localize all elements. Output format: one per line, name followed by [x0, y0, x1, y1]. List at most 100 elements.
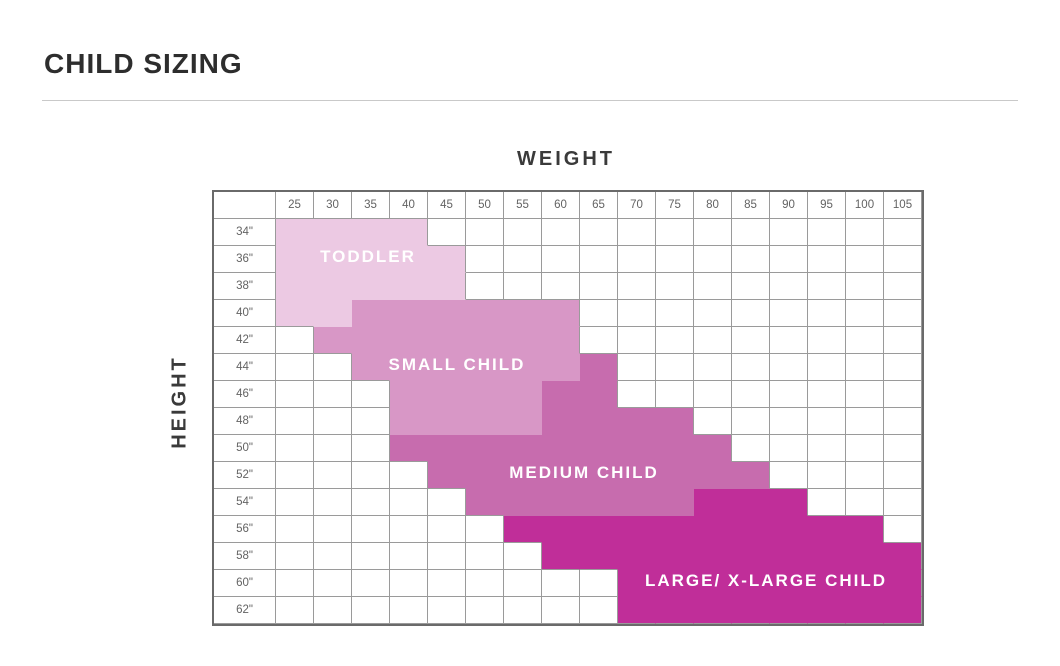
grid-cell	[884, 273, 922, 300]
grid-cell	[352, 489, 390, 516]
grid-cell	[352, 462, 390, 489]
grid-cell	[352, 300, 390, 327]
grid-cell	[808, 300, 846, 327]
grid-cell	[542, 489, 580, 516]
weight-tick-cell: 95	[808, 192, 846, 219]
grid-cell	[846, 354, 884, 381]
grid-cell	[694, 246, 732, 273]
grid-cell	[808, 354, 846, 381]
grid-cell	[656, 219, 694, 246]
grid-cell	[884, 300, 922, 327]
grid-cell	[428, 516, 466, 543]
grid-cell	[352, 516, 390, 543]
grid-cell	[390, 543, 428, 570]
grid-cell	[884, 543, 922, 570]
weight-tick-cell: 90	[770, 192, 808, 219]
height-tick-cell: 48"	[214, 408, 276, 435]
grid-cell	[694, 462, 732, 489]
grid-cell	[504, 570, 542, 597]
grid-cell	[770, 435, 808, 462]
grid-cell	[618, 219, 656, 246]
grid-cell	[694, 489, 732, 516]
grid-cell	[276, 219, 314, 246]
grid-cell	[542, 570, 580, 597]
grid-cell	[390, 408, 428, 435]
grid-cell	[580, 300, 618, 327]
grid-cell	[846, 408, 884, 435]
grid-cell	[808, 570, 846, 597]
grid-cell	[618, 462, 656, 489]
grid-cell	[770, 597, 808, 624]
grid-cell	[466, 219, 504, 246]
grid-cell	[504, 300, 542, 327]
grid-cell	[314, 516, 352, 543]
grid-cell	[276, 273, 314, 300]
grid-cell	[466, 273, 504, 300]
grid-cell	[314, 597, 352, 624]
title-divider	[42, 100, 1018, 101]
grid-cell	[618, 489, 656, 516]
grid-cell	[846, 246, 884, 273]
grid-cell	[808, 597, 846, 624]
grid-cell	[808, 327, 846, 354]
grid-cell	[580, 219, 618, 246]
grid-cell	[846, 570, 884, 597]
grid-cell	[466, 381, 504, 408]
grid-cell	[618, 570, 656, 597]
grid-cell	[770, 219, 808, 246]
grid-cell	[618, 246, 656, 273]
grid-cell	[276, 489, 314, 516]
grid-cell	[276, 327, 314, 354]
grid-cell	[276, 408, 314, 435]
height-tick-cell: 38"	[214, 273, 276, 300]
grid-cell	[770, 489, 808, 516]
grid-cell	[314, 273, 352, 300]
grid-cell	[466, 462, 504, 489]
weight-tick-cell: 85	[732, 192, 770, 219]
grid-cell	[428, 570, 466, 597]
weight-tick-cell: 70	[618, 192, 656, 219]
grid-cell	[390, 354, 428, 381]
grid-cell	[428, 219, 466, 246]
grid-cell	[428, 354, 466, 381]
height-tick-cell: 44"	[214, 354, 276, 381]
height-tick-cell: 54"	[214, 489, 276, 516]
grid-cell	[808, 408, 846, 435]
grid-cell	[276, 570, 314, 597]
grid-cell	[390, 516, 428, 543]
grid-cell	[580, 273, 618, 300]
grid-cell	[580, 354, 618, 381]
grid-cell	[428, 489, 466, 516]
grid-cell	[846, 489, 884, 516]
grid-cell	[694, 300, 732, 327]
grid-cell	[770, 273, 808, 300]
grid-cell	[580, 408, 618, 435]
grid-cell	[542, 300, 580, 327]
grid-cell	[884, 354, 922, 381]
grid-cell	[276, 543, 314, 570]
grid-cell	[846, 435, 884, 462]
grid-cell	[276, 381, 314, 408]
grid-cell	[504, 516, 542, 543]
grid-cell	[846, 462, 884, 489]
grid-cell	[808, 462, 846, 489]
grid-cell	[694, 435, 732, 462]
grid-cell	[884, 489, 922, 516]
grid-cell	[428, 300, 466, 327]
grid-cell	[352, 597, 390, 624]
grid-cell	[580, 381, 618, 408]
grid-cell	[732, 246, 770, 273]
grid-cell	[428, 327, 466, 354]
grid-cell	[390, 570, 428, 597]
grid-cell	[770, 543, 808, 570]
grid-cell	[314, 543, 352, 570]
weight-tick-cell: 40	[390, 192, 428, 219]
grid-cell	[352, 354, 390, 381]
grid-corner-cell	[214, 192, 276, 219]
grid-cell	[732, 570, 770, 597]
grid-cell	[314, 489, 352, 516]
grid-cell	[580, 246, 618, 273]
grid-cell	[352, 273, 390, 300]
weight-tick-cell: 80	[694, 192, 732, 219]
grid-cell	[542, 246, 580, 273]
